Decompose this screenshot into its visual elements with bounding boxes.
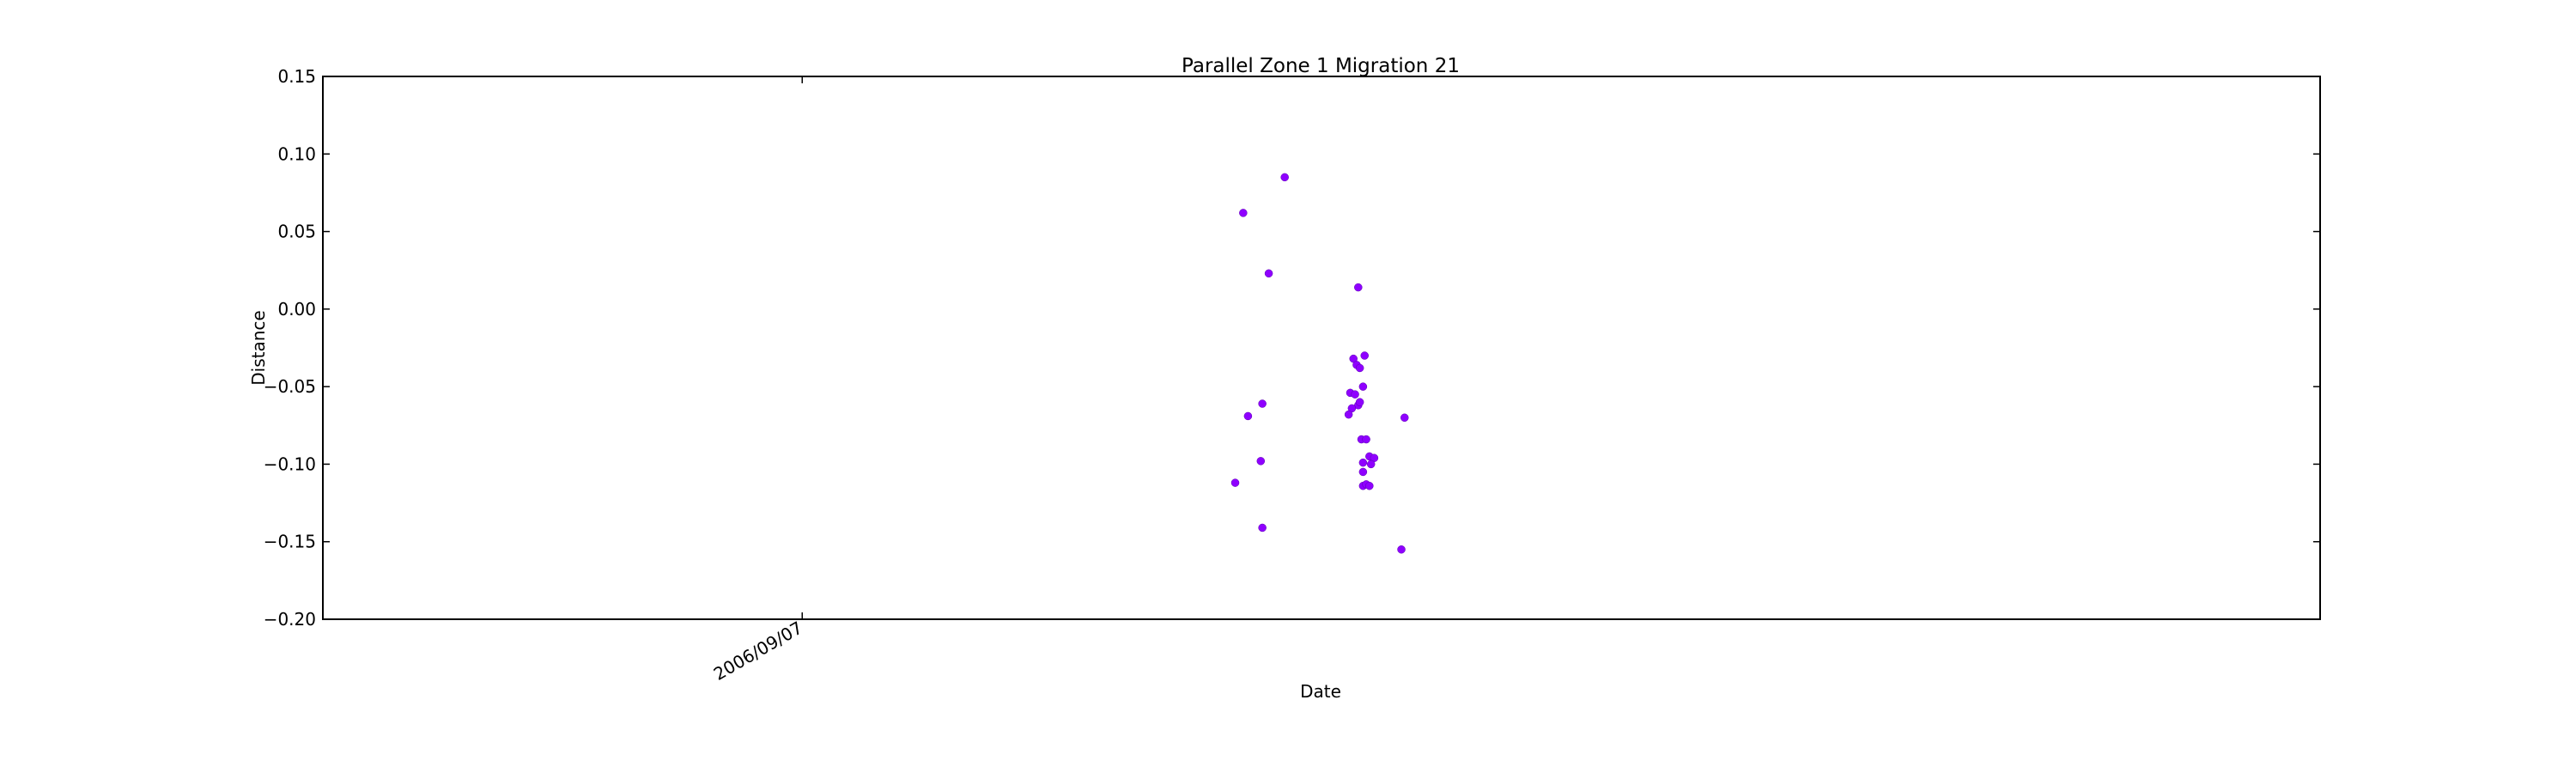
y-tick-label: 0.15: [277, 66, 316, 87]
data-point: [1397, 545, 1406, 554]
y-tick-label: −0.20: [264, 609, 316, 630]
data-point: [1239, 209, 1248, 217]
data-point: [1360, 351, 1369, 360]
plot-area-frame: [322, 76, 2321, 620]
x-axis-label: Date: [1300, 681, 1341, 702]
x-axis: 2006/09/07: [710, 76, 806, 685]
y-tick-label: 0.00: [277, 299, 316, 320]
y-tick-label: −0.15: [264, 532, 316, 552]
data-point: [1355, 363, 1364, 373]
data-point: [1344, 410, 1353, 419]
data-point: [1351, 390, 1359, 399]
data-point: [1243, 411, 1253, 421]
data-point: [1365, 481, 1374, 490]
data-point: [1258, 523, 1267, 533]
y-axis-label: Distance: [248, 310, 269, 385]
y-tick-label: −0.10: [264, 453, 316, 474]
data-point: [1358, 382, 1368, 391]
y-tick-label: −0.05: [264, 376, 316, 397]
data-point: [1258, 399, 1267, 408]
scatter-points: [1230, 173, 1409, 554]
data-point: [1354, 283, 1363, 292]
data-point: [1355, 398, 1364, 406]
chart-title: Parallel Zone 1 Migration 21: [1182, 55, 1460, 77]
data-point: [1358, 467, 1368, 477]
data-point: [1362, 435, 1370, 444]
data-point: [1264, 269, 1273, 278]
data-point: [1400, 413, 1409, 423]
data-point: [1280, 173, 1289, 182]
data-point: [1230, 478, 1240, 487]
data-point: [1358, 458, 1368, 467]
y-tick-label: 0.10: [277, 143, 316, 164]
y-axis: 0.15 0.10 0.05 0.00 −0.05 −0.10 −0.15 −0.20: [264, 66, 2320, 630]
x-tick-label: 2006/09/07: [710, 618, 806, 685]
data-point: [1366, 460, 1376, 469]
y-tick-label: 0.05: [277, 222, 316, 242]
data-point: [1256, 457, 1266, 466]
